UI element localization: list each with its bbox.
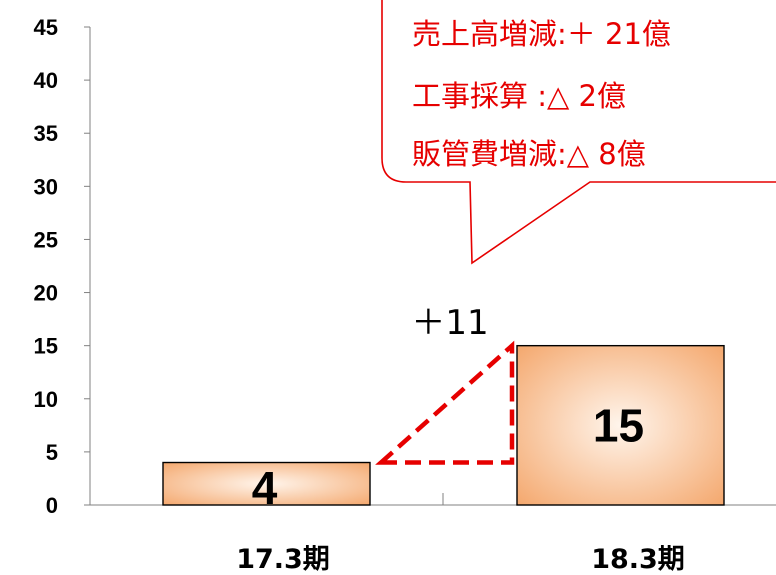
y-tick-label: 45 <box>34 15 58 40</box>
y-tick-label: 30 <box>34 174 58 199</box>
delta-triangle <box>375 340 515 465</box>
bar-value-label: 4 <box>252 462 278 514</box>
callout-border <box>381 0 776 265</box>
y-tick-label: 10 <box>34 387 58 412</box>
bar-value-label: 15 <box>593 399 644 451</box>
callout-box: 売上高増減:＋ 21億 工事採算 :△ 2億 販管費増減:△ 8億 <box>381 0 776 265</box>
y-tick-label: 35 <box>34 121 58 146</box>
callout-line-3: 販管費増減:△ 8億 <box>412 137 646 171</box>
y-tick-label: 0 <box>46 493 58 518</box>
delta-label: ＋11 <box>411 303 488 343</box>
bar-2 <box>516 344 725 506</box>
bars: 4 17.3期 15 18.3期 <box>162 344 725 575</box>
callout-line-1: 売上高増減:＋ 21億 <box>412 17 671 51</box>
y-tick-label: 25 <box>34 227 58 252</box>
y-tick-label: 20 <box>34 281 58 306</box>
bar-1 <box>162 461 371 506</box>
x-category-label: 17.3期 <box>236 544 330 575</box>
y-tick-label: 40 <box>34 68 58 93</box>
delta-indicator: ＋11 <box>375 303 515 465</box>
y-axis: 0 5 10 15 20 25 30 35 40 45 <box>34 15 776 518</box>
x-category-label: 18.3期 <box>591 544 685 575</box>
callout-line-2: 工事採算 :△ 2億 <box>412 79 626 113</box>
y-tick-label: 15 <box>34 334 58 359</box>
y-tick-label: 5 <box>46 440 58 465</box>
